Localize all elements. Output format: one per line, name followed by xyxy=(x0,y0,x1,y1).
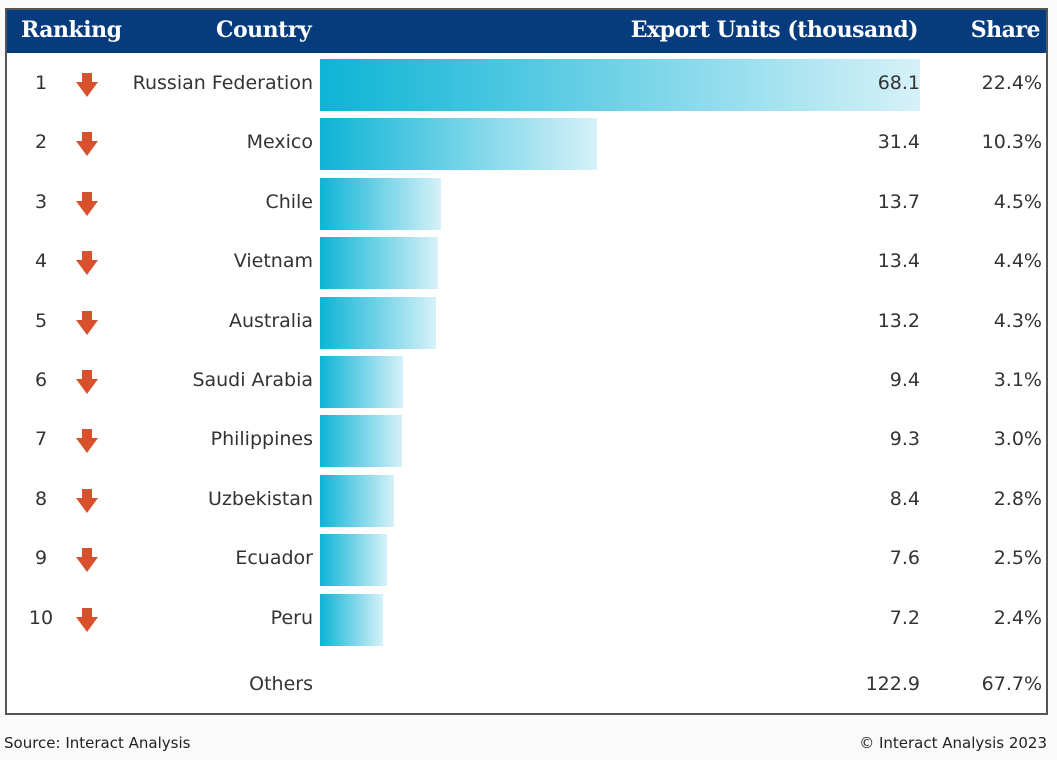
table-row: 10 Peru 7.2 2.4% xyxy=(7,591,1046,650)
export-value: 9.4 xyxy=(889,369,920,391)
down-arrow-icon xyxy=(76,370,98,394)
others-label: Others xyxy=(249,673,313,695)
share-value: 4.3% xyxy=(993,309,1042,332)
share-value: 2.5% xyxy=(993,547,1042,570)
others-row: Others 122.9 67.7% xyxy=(7,657,1046,716)
export-value: 13.4 xyxy=(877,250,920,273)
table-row: 9 Ecuador 7.6 2.5% xyxy=(7,531,1046,590)
table-row: 8 Uzbekistan 8.4 2.8% xyxy=(7,472,1046,531)
source-note: Source: Interact Analysis xyxy=(4,734,191,752)
export-value: 31.4 xyxy=(877,131,920,154)
export-bar xyxy=(320,59,920,111)
share-value: 2.8% xyxy=(993,487,1042,510)
down-arrow-icon xyxy=(76,548,98,573)
share-value: 3.1% xyxy=(993,369,1042,391)
header-share: Share xyxy=(970,17,1041,43)
country-label: Uzbekistan xyxy=(208,487,313,510)
header-ranking: Ranking xyxy=(21,17,122,43)
rank-number: 7 xyxy=(34,428,48,451)
down-arrow-icon xyxy=(76,607,98,632)
rank-number: 3 xyxy=(34,190,48,213)
country-label: Peru xyxy=(270,606,313,629)
rank-number: 8 xyxy=(34,487,48,510)
table-row: 4 Vietnam 13.4 4.4% xyxy=(7,234,1046,293)
rank-number: 2 xyxy=(34,131,48,154)
down-arrow-icon xyxy=(76,488,98,513)
country-label: Saudi Arabia xyxy=(192,369,313,391)
table-header: Ranking Country Export Units (thousand) … xyxy=(7,10,1046,53)
export-bar xyxy=(320,237,439,290)
rank-number: 10 xyxy=(28,606,54,629)
table-row: 2 Mexico 31.4 10.3% xyxy=(7,115,1046,174)
down-arrow-icon xyxy=(76,310,98,335)
down-arrow-icon xyxy=(76,132,98,157)
table-row: 3 Chile 13.7 4.5% xyxy=(7,175,1046,234)
down-arrow-icon xyxy=(76,191,98,216)
export-bar xyxy=(320,356,403,408)
export-value: 7.6 xyxy=(889,547,920,570)
rank-number: 5 xyxy=(34,309,48,332)
rank-number: 6 xyxy=(34,369,48,391)
country-label: Australia xyxy=(228,309,313,332)
country-label: Ecuador xyxy=(235,547,313,570)
share-value: 10.3% xyxy=(981,131,1042,154)
export-value: 7.2 xyxy=(889,606,920,629)
country-label: Vietnam xyxy=(233,250,313,273)
country-label: Mexico xyxy=(246,131,313,154)
down-arrow-icon xyxy=(76,251,98,276)
export-bar xyxy=(320,474,394,527)
export-bar xyxy=(320,534,387,587)
table-row: 6 Saudi Arabia 9.4 3.1% xyxy=(7,353,1046,412)
share-value: 4.5% xyxy=(993,190,1042,213)
down-arrow-icon xyxy=(76,429,98,454)
copyright-note: © Interact Analysis 2023 xyxy=(859,734,1047,752)
export-value: 13.7 xyxy=(877,190,920,213)
export-value: 9.3 xyxy=(889,428,920,451)
export-bar xyxy=(320,177,441,230)
export-bar xyxy=(320,118,597,171)
share-value: 22.4% xyxy=(981,72,1042,94)
header-country: Country xyxy=(216,17,312,43)
export-value: 8.4 xyxy=(889,487,920,510)
country-label: Philippines xyxy=(210,428,313,451)
export-bar xyxy=(320,415,402,468)
export-bar xyxy=(320,593,384,646)
export-value: 68.1 xyxy=(877,72,920,94)
export-bar xyxy=(320,296,437,349)
share-value: 2.4% xyxy=(993,606,1042,629)
others-value: 122.9 xyxy=(865,673,920,695)
export-value: 13.2 xyxy=(877,309,920,332)
down-arrow-icon xyxy=(76,73,98,97)
country-label: Russian Federation xyxy=(132,72,313,94)
rank-number: 4 xyxy=(34,250,48,273)
rank-number: 1 xyxy=(34,72,48,94)
share-value: 4.4% xyxy=(993,250,1042,273)
others-share: 67.7% xyxy=(981,673,1042,695)
share-value: 3.0% xyxy=(993,428,1042,451)
rank-number: 9 xyxy=(34,547,48,570)
header-export-units: Export Units (thousand) xyxy=(630,17,919,43)
table-row: 7 Philippines 9.3 3.0% xyxy=(7,412,1046,471)
table-row: 1 Russian Federation 68.1 22.4% xyxy=(7,56,1046,115)
country-label: Chile xyxy=(265,190,313,213)
table-row: 5 Australia 13.2 4.3% xyxy=(7,294,1046,353)
ranking-table: Ranking Country Export Units (thousand) … xyxy=(5,8,1048,715)
